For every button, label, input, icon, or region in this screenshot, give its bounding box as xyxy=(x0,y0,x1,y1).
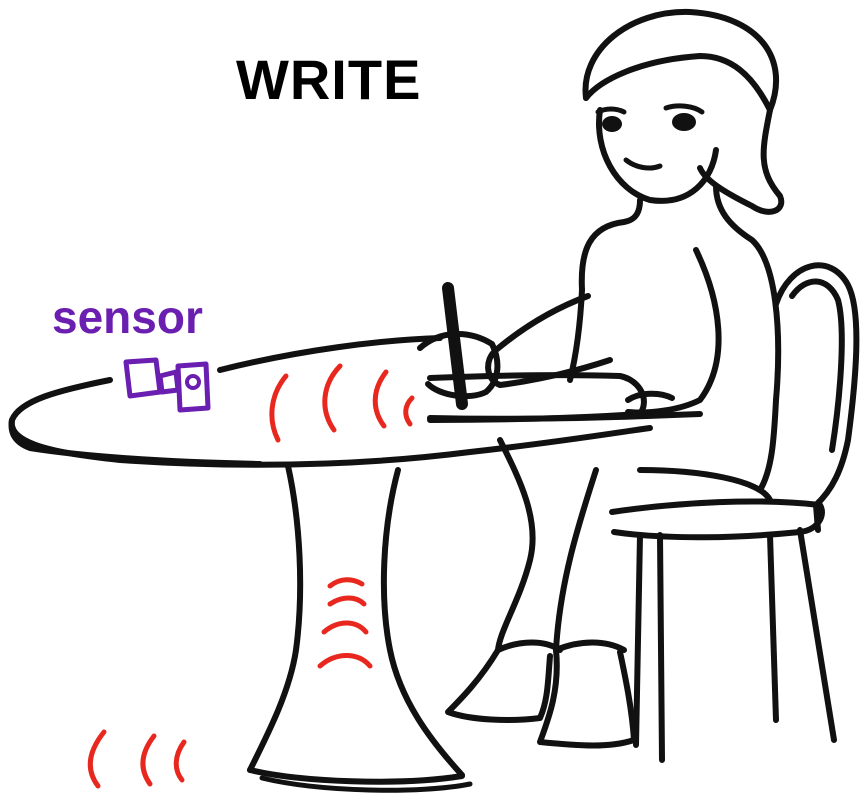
floor-vibration-icon xyxy=(87,729,187,789)
page-title: WRITE xyxy=(236,48,422,111)
sensor-device-icon xyxy=(123,357,211,413)
vibration-waves-icon xyxy=(269,363,415,443)
chair-icon xyxy=(609,262,860,763)
round-table-icon xyxy=(8,335,703,793)
pedestal-vibration-icon xyxy=(317,577,373,669)
sensor-label: sensor xyxy=(52,291,203,343)
girl-writing-icon xyxy=(417,8,785,749)
